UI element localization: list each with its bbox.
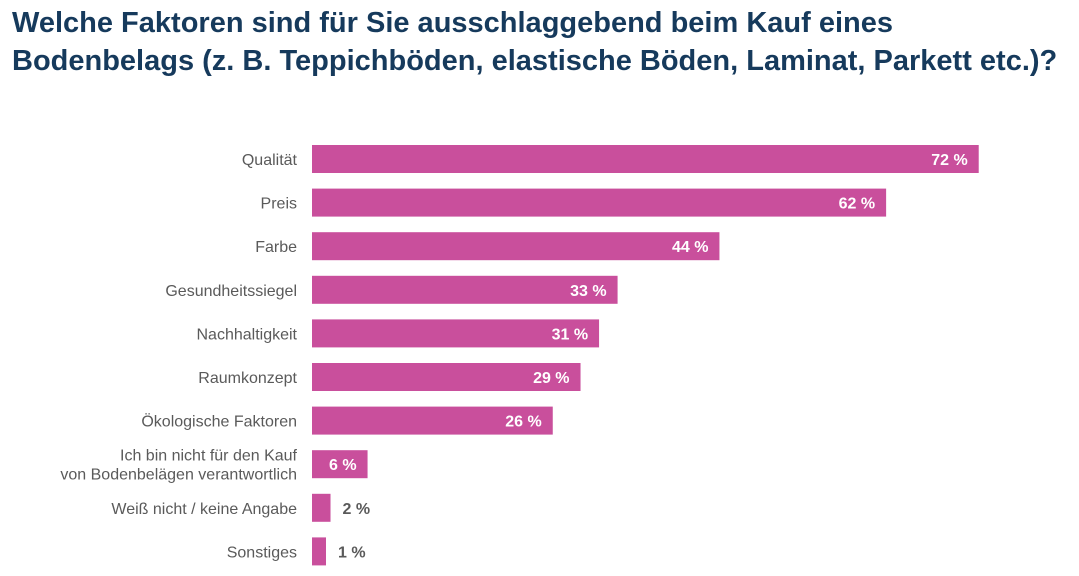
category-label: Preis bbox=[261, 196, 297, 213]
value-label: 62 % bbox=[839, 196, 875, 213]
bar bbox=[312, 188, 887, 217]
bar bbox=[312, 319, 600, 348]
value-label: 33 % bbox=[570, 283, 606, 300]
bar bbox=[312, 232, 720, 261]
bar bbox=[312, 537, 326, 566]
bar bbox=[312, 493, 331, 522]
bar bbox=[312, 450, 368, 479]
value-label: 29 % bbox=[533, 370, 569, 387]
value-label: 1 % bbox=[338, 544, 366, 561]
category-label: Nachhaltigkeit bbox=[197, 326, 298, 343]
value-label: 6 % bbox=[329, 457, 357, 474]
value-label: 44 % bbox=[672, 239, 708, 256]
category-label: Ich bin nicht für den Kauf von Bodenbeläg… bbox=[60, 448, 297, 484]
category-label: Weiß nicht / keine Angabe bbox=[111, 501, 297, 518]
category-label: Gesundheitssiegel bbox=[165, 283, 297, 300]
bar bbox=[312, 363, 581, 391]
value-label: 26 % bbox=[505, 414, 541, 431]
category-label: Sonstiges bbox=[227, 544, 297, 561]
value-label: 72 % bbox=[931, 152, 967, 169]
category-label: Farbe bbox=[255, 239, 297, 256]
bar bbox=[312, 406, 553, 435]
chart-title: Welche Faktoren sind für Sie ausschlagge… bbox=[12, 7, 1058, 77]
bar bbox=[312, 145, 979, 173]
bar bbox=[312, 275, 618, 304]
category-label: Raumkonzept bbox=[198, 370, 297, 387]
value-label: 31 % bbox=[552, 326, 588, 343]
category-label: Qualität bbox=[242, 152, 298, 169]
category-label: Ökologische Faktoren bbox=[141, 413, 297, 431]
value-label: 2 % bbox=[343, 501, 371, 518]
